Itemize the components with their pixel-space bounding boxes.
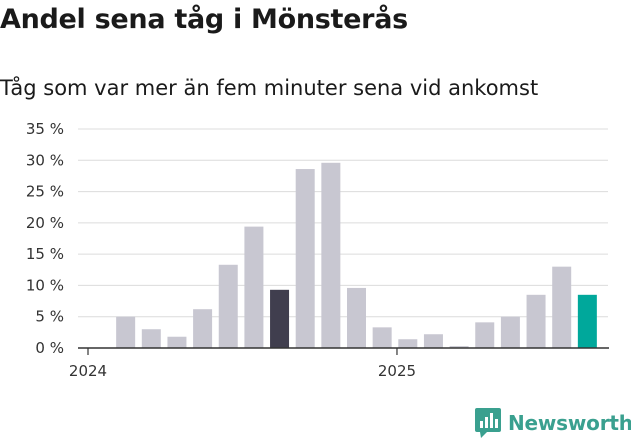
bar-chart: 0 % 5 % 10 % 15 % 20 % 25 % 30 % 35 % 2024 2025 [26, 120, 609, 380]
y-tick-label: 25 % [26, 183, 64, 201]
bar-2024-12 [372, 327, 392, 348]
bar-2024-02 [116, 316, 136, 348]
y-tick-label: 5 % [35, 308, 64, 326]
bar-2025-07 [552, 266, 572, 348]
bar-2025-04 [475, 322, 495, 348]
bar-2024-11 [347, 287, 366, 348]
y-tick-label: 10 % [26, 276, 64, 294]
chart-subtitle: Tåg som var mer än fem minuter sena vid … [0, 76, 539, 100]
bar-2025-02 [423, 334, 443, 348]
bar-2024-07 [244, 226, 264, 348]
bar-2024-08 [270, 289, 290, 348]
bar-2025-03 [449, 346, 469, 348]
y-tick-label: 20 % [26, 214, 64, 232]
bar-2024-10 [321, 162, 341, 348]
axes: 0 % 5 % 10 % 15 % 20 % 25 % 30 % 35 % 2024 2025 [26, 120, 609, 380]
bar-2025-05 [500, 316, 520, 348]
y-tick-label: 35 % [26, 120, 64, 138]
bar-2025-08 [577, 294, 597, 348]
bar-2024-09 [295, 169, 315, 348]
bar-2024-04 [167, 336, 187, 348]
bar-2025-01 [398, 339, 418, 348]
bar-2024-03 [141, 329, 161, 348]
gridlines [78, 128, 608, 318]
bars [116, 162, 597, 348]
bar-2024-05 [193, 309, 213, 348]
y-tick-label: 30 % [26, 151, 64, 169]
bar-chart-speech-icon [475, 408, 501, 438]
logo-text: Newsworthy [508, 411, 631, 435]
y-tick-label: 15 % [26, 245, 64, 263]
chart-title: Andel sena tåg i Mönsterås [0, 4, 408, 35]
bar-2024-06 [218, 264, 238, 348]
newsworthy-logo[interactable]: Newsworthy [475, 407, 631, 439]
x-tick-label: 2025 [378, 362, 416, 380]
y-tick-label: 0 % [35, 339, 64, 357]
x-tick-label: 2024 [69, 362, 107, 380]
bar-2025-06 [526, 294, 546, 348]
